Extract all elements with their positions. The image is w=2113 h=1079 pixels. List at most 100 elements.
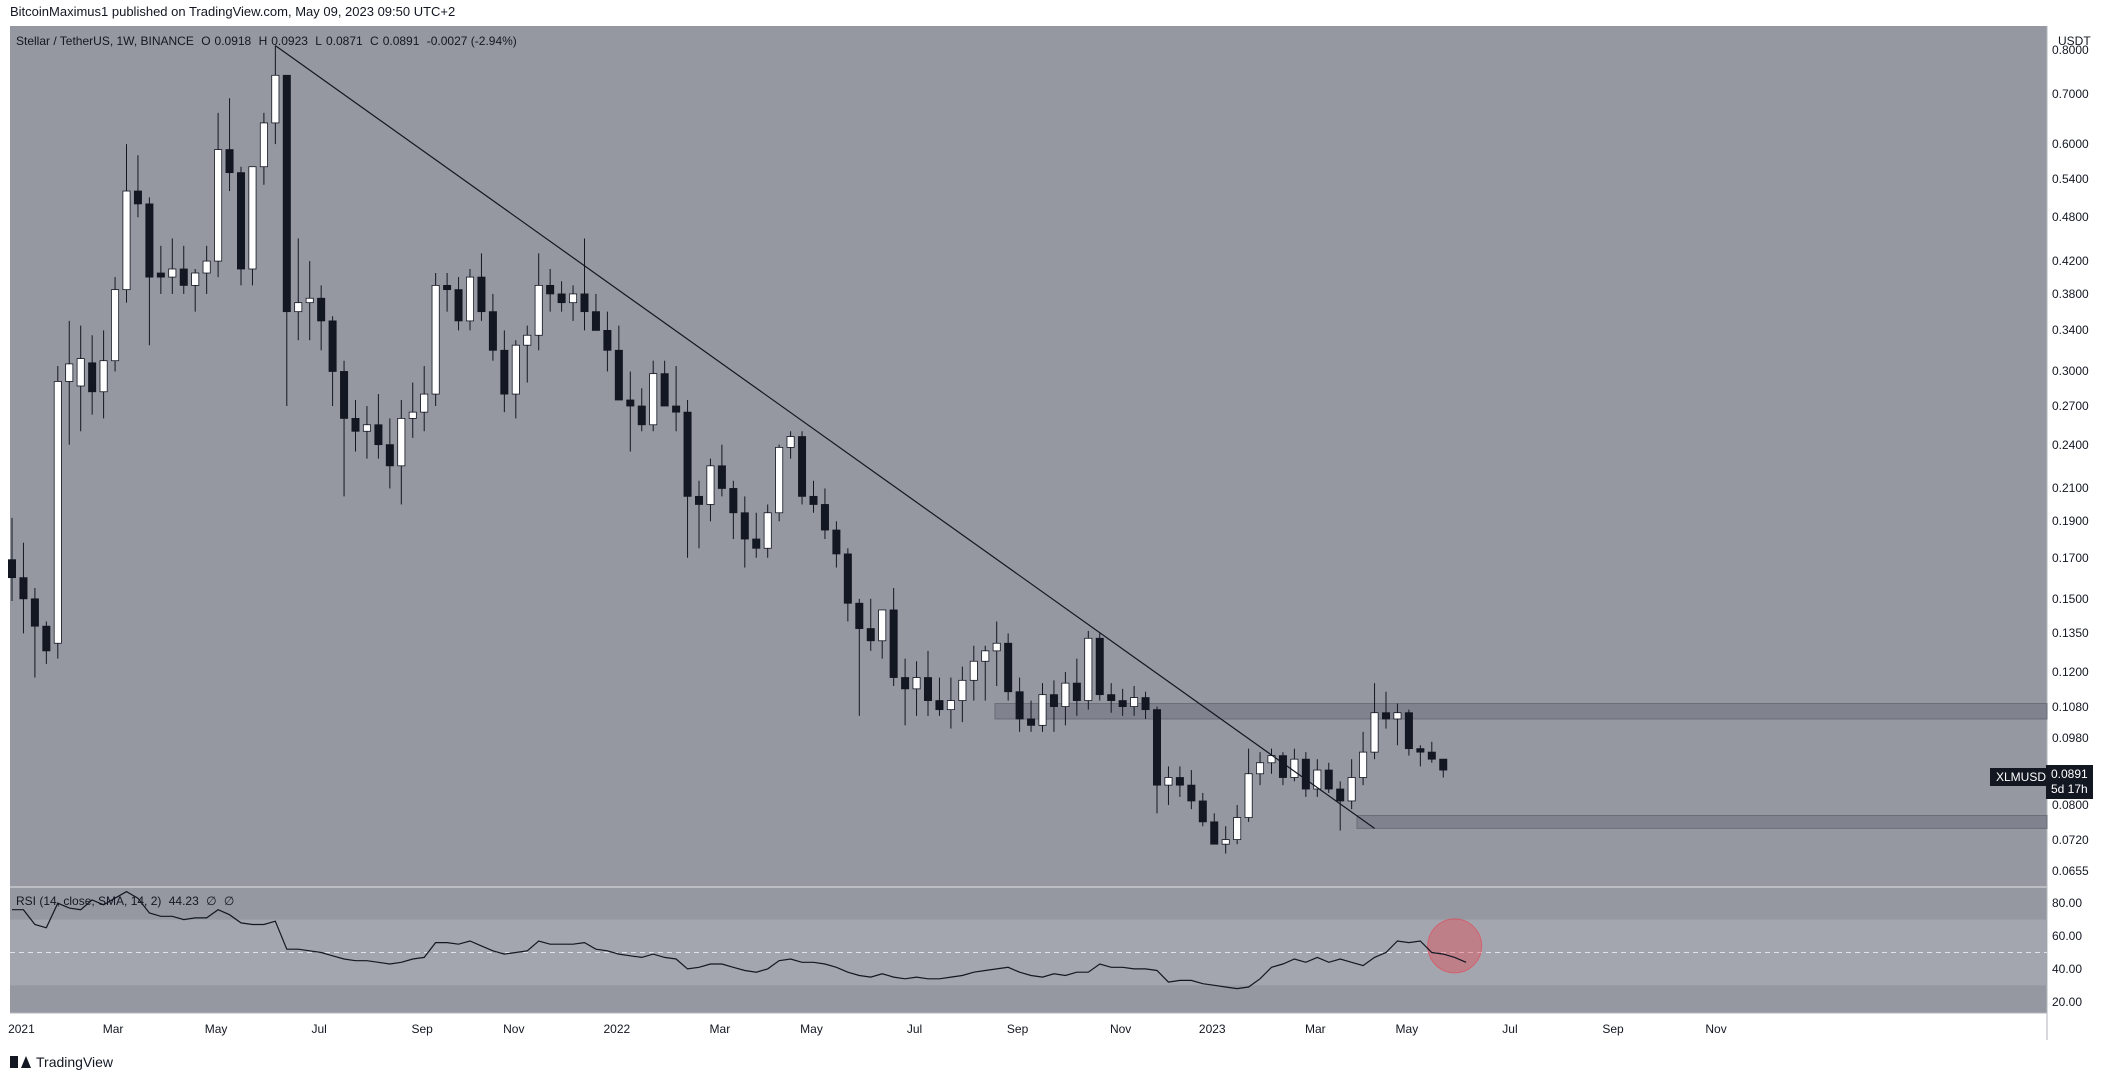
- candle-body-bear: [866, 628, 875, 642]
- candle: [42, 621, 51, 664]
- footer-brand: TradingView: [36, 1054, 114, 1070]
- candle: [889, 588, 898, 686]
- price-tick: 0.2400: [2052, 437, 2089, 452]
- candle-body-bull: [214, 149, 223, 262]
- candle-body-bull: [1393, 712, 1402, 720]
- candle: [225, 98, 234, 192]
- candle: [362, 406, 371, 459]
- rsi-tick: 60.00: [2052, 929, 2083, 944]
- candle: [832, 521, 841, 568]
- candle: [1336, 781, 1345, 831]
- rsi-value: 44.23: [168, 894, 199, 908]
- candle-body-bear: [1187, 784, 1196, 802]
- rsi-line: [12, 890, 1467, 990]
- candle-body-bear: [179, 268, 188, 286]
- candle-body-bull: [248, 166, 257, 270]
- legend-high-label: H: [258, 34, 268, 48]
- candle-body-bull: [305, 297, 314, 304]
- candle: [820, 488, 829, 540]
- price-tick: 0.1350: [2052, 626, 2089, 641]
- candle-body-bear: [637, 405, 646, 426]
- rsi-tick: 40.00: [2052, 961, 2083, 976]
- candle: [408, 382, 417, 438]
- candle: [534, 253, 543, 351]
- legend-open-label: O: [201, 34, 211, 48]
- candle-body-bull: [1290, 758, 1299, 778]
- legend-close: 0.0891: [382, 34, 420, 48]
- candle: [111, 277, 120, 372]
- candle-body-bull: [946, 700, 955, 711]
- candle: [1370, 683, 1379, 760]
- price-tick: 0.5400: [2052, 171, 2089, 186]
- candle-body-bull: [99, 360, 108, 393]
- candle-body-bull: [1221, 839, 1230, 845]
- candle-body-bull: [168, 268, 177, 278]
- price-tick: 0.6000: [2052, 137, 2089, 152]
- candle: [420, 366, 429, 432]
- candle-body-bear: [374, 424, 383, 446]
- candle: [1233, 805, 1242, 845]
- price-tick: 0.2700: [2052, 399, 2089, 414]
- candle-body-bull: [111, 289, 120, 362]
- candle: [649, 360, 658, 432]
- candle: [1038, 683, 1047, 732]
- candle: [351, 399, 360, 452]
- candle-body-bear: [1210, 821, 1219, 845]
- candle-body-bear: [1278, 755, 1287, 778]
- candle: [156, 245, 165, 294]
- candle-body-bear: [42, 625, 51, 652]
- candle: [1187, 770, 1196, 810]
- candle-body-bear: [225, 149, 234, 174]
- trendline: [275, 45, 1375, 829]
- candle: [981, 645, 990, 701]
- legend-high: 0.0923: [271, 34, 308, 48]
- candle-body-bear: [317, 297, 326, 322]
- candle-body-bear: [454, 289, 463, 322]
- candle-body-bear: [477, 276, 486, 313]
- candle: [1095, 633, 1104, 701]
- candle-body-bear: [19, 577, 28, 600]
- price-tick: 0.3800: [2052, 286, 2089, 301]
- candle: [511, 340, 520, 419]
- candle-body-bear: [809, 495, 818, 505]
- candle: [843, 548, 852, 622]
- candle: [1072, 658, 1081, 716]
- candle-body-bull: [1256, 762, 1265, 775]
- tradingview-footer[interactable]: TradingView: [10, 1054, 113, 1070]
- candle-body-bear: [740, 512, 749, 540]
- candle-body-bear: [1324, 769, 1333, 790]
- candle-body-bull: [271, 74, 280, 124]
- time-tick: Nov: [1705, 1022, 1727, 1036]
- candle-body-bear: [798, 436, 807, 497]
- time-tick: 2022: [603, 1022, 631, 1036]
- support-zone: [1356, 814, 2048, 829]
- price-unit: USDT: [2058, 34, 2091, 48]
- candle: [248, 166, 257, 286]
- candle: [1107, 683, 1116, 713]
- candle: [7, 517, 16, 602]
- candle: [798, 431, 807, 505]
- candle-body-bear: [683, 411, 692, 497]
- candle: [637, 388, 646, 432]
- rsi-extra-1: ∅: [206, 894, 217, 908]
- legend-change: -0.0027 (-2.94%): [426, 34, 517, 48]
- candle-body-bull: [969, 660, 978, 681]
- candle-body-bear: [7, 559, 16, 579]
- candle: [1347, 759, 1356, 810]
- candle-body-bear: [1404, 712, 1413, 750]
- candle: [168, 238, 177, 294]
- candle-body-bear: [1198, 800, 1207, 823]
- time-tick: Sep: [411, 1022, 433, 1036]
- candle-body-bull: [202, 260, 211, 274]
- candle-body-bull: [1164, 777, 1173, 786]
- price-pane-background: [10, 26, 2047, 886]
- candle: [614, 325, 623, 401]
- rsi-highlight-circle: [1427, 918, 1483, 974]
- candle-body-bear: [603, 330, 612, 351]
- candle-body-bull: [294, 302, 303, 313]
- candle: [569, 285, 578, 321]
- candle-body-bull: [878, 609, 887, 642]
- price-tick: 0.2100: [2052, 481, 2089, 496]
- candle: [294, 238, 303, 341]
- candle-body-bear: [1416, 748, 1425, 753]
